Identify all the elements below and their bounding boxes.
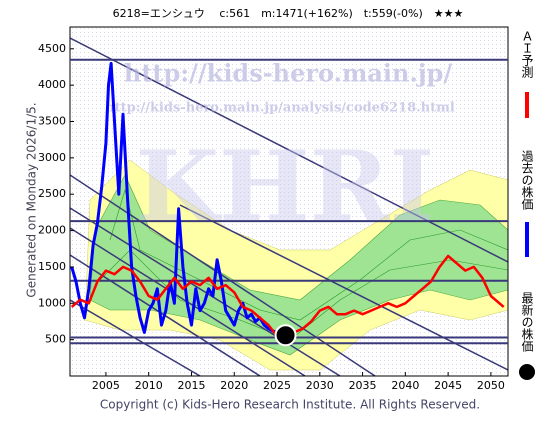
y-tick-label: 3000 — [38, 151, 66, 164]
x-tick-label: 2045 — [434, 379, 462, 392]
footer: Copyright (c) Kids-Hero Research Institu… — [100, 398, 480, 412]
watermark: http://kids-hero.main.jp/ — [124, 59, 452, 88]
watermark: http://kids-hero.main.jp/analysis/code62… — [105, 101, 455, 116]
x-tick-label: 2030 — [306, 379, 334, 392]
chart-title: 6218=エンシュウ c:561 m:1471(+162%) t:559(-0%… — [113, 7, 464, 20]
plot-frame — [69, 26, 509, 377]
y-tick-label: 2500 — [38, 187, 66, 200]
x-tick-label: 2015 — [177, 379, 205, 392]
x-tick-label: 2005 — [92, 379, 120, 392]
plot-content — [70, 58, 508, 347]
legend-label: ＡＩ予測 — [520, 30, 534, 79]
x-tick-label: 2035 — [349, 379, 377, 392]
y-tick-label: 3500 — [38, 115, 66, 128]
legend-swatch — [519, 364, 535, 380]
y-tick-label: 1000 — [38, 296, 66, 309]
legend-label: 最新の株価 — [520, 292, 534, 352]
x-tick-label: 2040 — [391, 379, 419, 392]
x-tick-label: 2025 — [263, 379, 291, 392]
x-tick-label: 2010 — [135, 379, 163, 392]
y-tick-label: 2000 — [38, 224, 66, 237]
side-note: Generated on Monday 2026/1/5. — [25, 102, 39, 297]
legend-label: 過去の株価 — [520, 150, 534, 210]
watermark: KHRI — [136, 130, 435, 243]
x-tick-label: 2020 — [220, 379, 248, 392]
y-tick-label: 500 — [45, 333, 66, 346]
y-tick-label: 4500 — [38, 42, 66, 55]
latest-price — [274, 324, 297, 347]
y-tick-label: 4000 — [38, 78, 66, 91]
y-tick-label: 1500 — [38, 260, 66, 273]
x-tick-label: 2050 — [477, 379, 505, 392]
